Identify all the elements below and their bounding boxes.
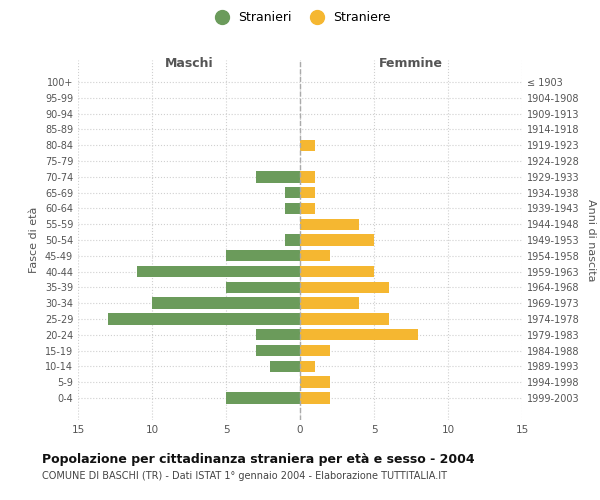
Bar [300,298,359,309]
Text: Femmine: Femmine [379,56,443,70]
Bar [256,345,300,356]
Y-axis label: Anni di nascita: Anni di nascita [586,198,596,281]
Bar [226,282,300,293]
Bar [300,218,359,230]
Text: COMUNE DI BASCHI (TR) - Dati ISTAT 1° gennaio 2004 - Elaborazione TUTTITALIA.IT: COMUNE DI BASCHI (TR) - Dati ISTAT 1° ge… [42,471,447,481]
Bar [300,202,315,214]
Bar [300,171,315,182]
Bar [271,360,300,372]
Bar [300,282,389,293]
Bar [137,266,300,278]
Legend: Stranieri, Straniere: Stranieri, Straniere [205,6,395,29]
Text: Maschi: Maschi [164,56,214,70]
Bar [226,250,300,262]
Bar [300,360,315,372]
Bar [300,329,418,340]
Bar [152,298,300,309]
Bar [256,329,300,340]
Bar [300,392,329,404]
Bar [300,314,389,324]
Bar [107,314,300,324]
Bar [285,202,300,214]
Bar [285,234,300,246]
Bar [300,266,374,278]
Bar [300,140,315,151]
Bar [285,187,300,198]
Bar [300,345,329,356]
Bar [300,234,374,246]
Bar [300,187,315,198]
Bar [300,376,329,388]
Y-axis label: Fasce di età: Fasce di età [29,207,39,273]
Text: Popolazione per cittadinanza straniera per età e sesso - 2004: Popolazione per cittadinanza straniera p… [42,452,475,466]
Bar [226,392,300,404]
Bar [256,171,300,182]
Bar [300,250,329,262]
